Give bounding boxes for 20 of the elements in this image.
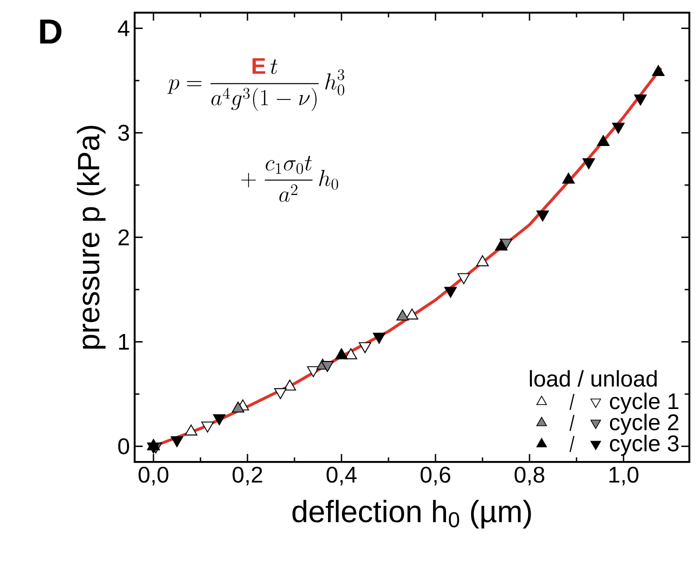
- text: D: [40, 20, 62, 44]
- annotation: $p = \frac{{\color[HTML]{E0352B}\mathbf{E}}\,t}{a^{4}g^{3}(1-\nu)}\,h_{0}^{3}$: [168, 58, 344, 111]
- y-tick-label: 0: [118, 438, 130, 454]
- legend-label: cycle 1: [610, 392, 678, 414]
- legend-label: cycle 3: [610, 434, 678, 456]
- x-tick-label: 0,8: [514, 466, 544, 486]
- annotation: $+\ \frac{c_{1}\sigma_{0}t}{a^{2}}\,h_{0}$: [241, 156, 338, 202]
- y-tick-label: 1: [119, 334, 129, 350]
- y-tick-label: 3: [118, 124, 129, 141]
- x-tick-label: 0,0: [138, 466, 168, 486]
- legend-label: cycle 2: [610, 414, 678, 435]
- x-tick-label: 1,0: [610, 466, 638, 486]
- y-axis-title: pressure p (kPa): [76, 126, 106, 349]
- x-axis-title: deflection h$_{0}$ (µm): [292, 500, 531, 528]
- legend-title: load / unload: [530, 370, 657, 387]
- y-tick-label: 4: [118, 20, 130, 36]
- x-tick-label: 0,6: [420, 466, 450, 486]
- y-tick-label: 2: [118, 229, 129, 246]
- x-tick-label: 0,4: [326, 466, 357, 486]
- x-tick-label: 0,2: [232, 466, 262, 486]
